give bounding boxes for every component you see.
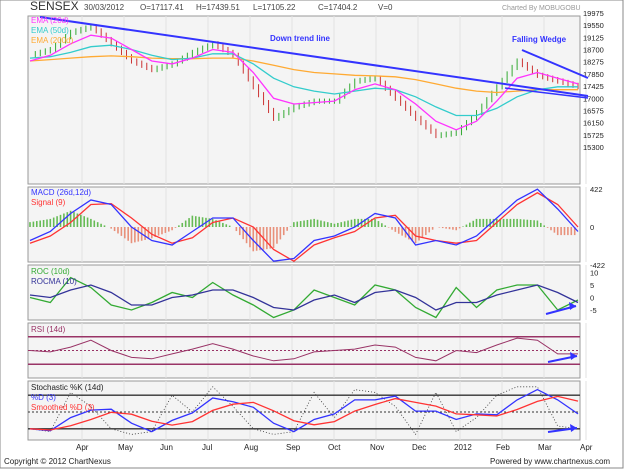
price-tick: 16150 bbox=[583, 119, 604, 128]
rsi-legend-0: RSI (14d) bbox=[31, 325, 66, 334]
month-tick: Mar bbox=[538, 443, 552, 452]
month-tick: Jun bbox=[160, 443, 173, 452]
close: C=17404.2 bbox=[318, 3, 358, 12]
macd-tick: 0 bbox=[590, 223, 594, 232]
price-tick: 19975 bbox=[583, 9, 604, 18]
low: L=17105.22 bbox=[253, 3, 296, 12]
ema-legend-1: EMA (50d) bbox=[31, 26, 69, 35]
month-tick: Apr bbox=[580, 443, 593, 452]
date: 30/03/2012 bbox=[84, 3, 125, 12]
roc-legend-0: ROC (10d) bbox=[31, 267, 70, 276]
ema-legend-0: EMA (20d) bbox=[31, 16, 69, 25]
price-tick: 17850 bbox=[583, 70, 604, 79]
macd-legend-1: Signal (9) bbox=[31, 198, 66, 207]
price-tick: 19125 bbox=[583, 33, 604, 42]
wedge-upper-line bbox=[521, 49, 589, 79]
month-tick: Sep bbox=[286, 443, 301, 452]
stoch-legend-2: Smoothed %D (3) bbox=[31, 403, 95, 412]
annotation-down-trend: Down trend line bbox=[270, 34, 331, 43]
stoch-legend-1: %D (3) bbox=[31, 393, 56, 402]
price-panel bbox=[27, 15, 581, 185]
signal-line bbox=[29, 192, 579, 262]
ema-legend-2: EMA (200d) bbox=[31, 36, 74, 45]
price-tick: 19550 bbox=[583, 21, 604, 30]
price-tick: 17000 bbox=[583, 94, 604, 103]
macd-legend-0: MACD (26d,12d) bbox=[31, 188, 91, 197]
macd-tick: -422 bbox=[590, 261, 605, 270]
price-tick: 15725 bbox=[583, 131, 604, 140]
down-trend-line bbox=[39, 16, 589, 97]
roc-tick: 0 bbox=[590, 294, 594, 303]
month-tick: 2012 bbox=[454, 443, 472, 452]
stoch-legend-0: Stochastic %K (14d) bbox=[31, 383, 104, 392]
month-tick: Aug bbox=[244, 443, 258, 452]
price-tick: 16575 bbox=[583, 106, 604, 115]
roc-tick: 5 bbox=[590, 281, 594, 290]
powered-by[interactable]: Powered by www.chartnexus.com bbox=[490, 457, 610, 466]
arrow-head-icon bbox=[569, 302, 576, 310]
rsi-line bbox=[29, 337, 578, 362]
high: H=17439.51 bbox=[196, 3, 240, 12]
open: O=17117.41 bbox=[140, 3, 184, 12]
price-tick: 15300 bbox=[583, 143, 604, 152]
month-tick: Jul bbox=[202, 443, 212, 452]
arrow-head-icon bbox=[570, 424, 577, 432]
month-tick: Oct bbox=[328, 443, 341, 452]
month-tick: Apr bbox=[76, 443, 89, 452]
month-tick: May bbox=[118, 443, 133, 452]
symbol: SENSEX bbox=[30, 0, 79, 13]
roc-tick: 10 bbox=[590, 269, 598, 278]
wedge-lower-line bbox=[504, 87, 589, 99]
stoch-d-line bbox=[29, 388, 579, 433]
rocma-line bbox=[29, 284, 579, 311]
stochastic-panel bbox=[27, 380, 581, 441]
charted-by: Charted By MOBUGOBU bbox=[502, 5, 581, 12]
price-tick: 18700 bbox=[583, 46, 604, 55]
month-tick: Nov bbox=[370, 443, 384, 452]
arrow-head-icon bbox=[570, 352, 577, 360]
stoch-smoothed-d-line bbox=[29, 395, 579, 431]
macd-tick: 422 bbox=[590, 185, 603, 194]
roc-panel bbox=[27, 264, 581, 321]
ema20-line bbox=[29, 34, 579, 131]
month-tick: Feb bbox=[496, 443, 510, 452]
copyright: Copyright © 2012 ChartNexus bbox=[4, 457, 111, 466]
price-tick: 18275 bbox=[583, 58, 604, 67]
month-tick: Dec bbox=[412, 443, 426, 452]
volume: V=0 bbox=[378, 3, 393, 12]
roc-tick: -5 bbox=[590, 306, 597, 315]
macd-line bbox=[29, 188, 579, 262]
ema200-line bbox=[29, 55, 578, 94]
roc-legend-1: ROCMA (10) bbox=[31, 277, 77, 286]
price-tick: 17425 bbox=[583, 82, 604, 91]
annotation-falling-wedge: Falling Wedge bbox=[512, 35, 567, 44]
